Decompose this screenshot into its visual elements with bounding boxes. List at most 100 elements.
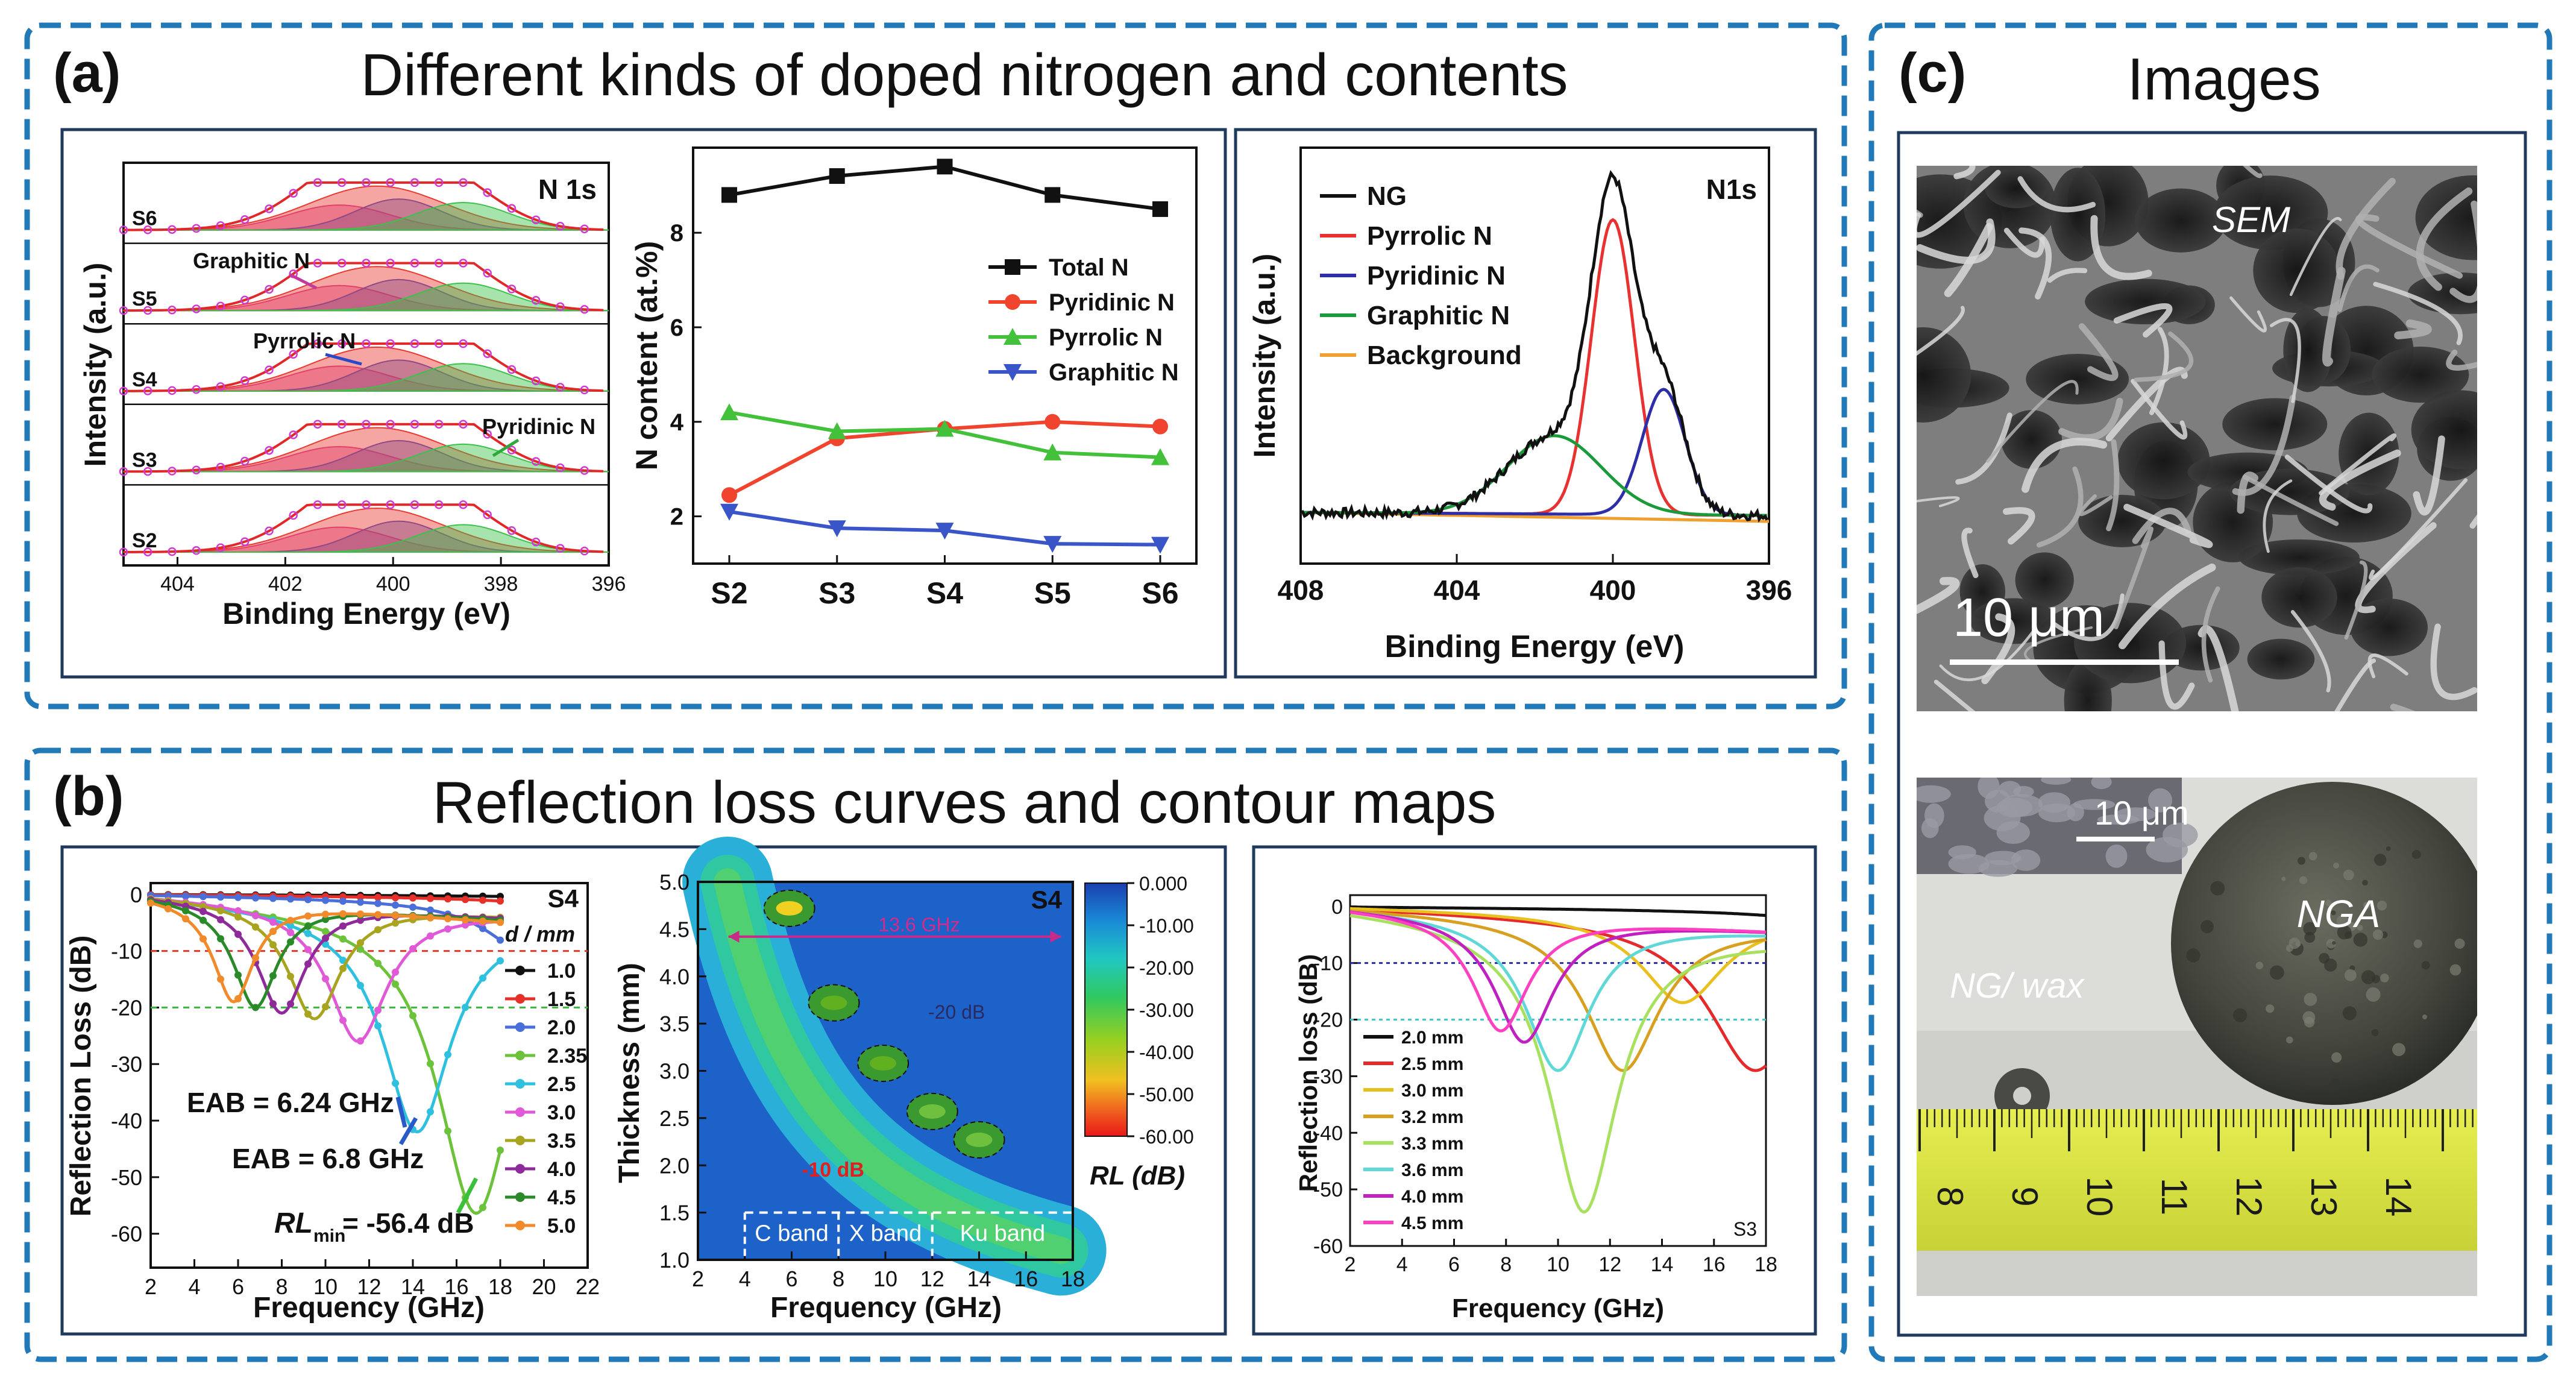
pellet-grain bbox=[2201, 920, 2214, 934]
contour-fill bbox=[682, 837, 1107, 1296]
xps-arrow-pyrrolic bbox=[325, 353, 362, 366]
xps-title: N 1s bbox=[538, 174, 597, 205]
sem-fiber bbox=[2369, 478, 2468, 580]
n1s-x-tick-label: 400 bbox=[1590, 574, 1636, 606]
sem-fiber bbox=[2003, 227, 2045, 258]
sem-fiber bbox=[1986, 380, 2079, 463]
xps-x-ticks: 404 402 400 398 396 bbox=[160, 557, 626, 596]
rl4-point bbox=[427, 932, 434, 940]
xps-data-point bbox=[168, 306, 177, 315]
rl4-point bbox=[252, 911, 259, 919]
xps-data-point bbox=[507, 526, 517, 535]
ncont-point bbox=[935, 523, 954, 540]
rl4-point bbox=[322, 940, 329, 948]
rl4-x-tick-label: 18 bbox=[488, 1274, 512, 1299]
rl4-point bbox=[427, 895, 434, 902]
contour-annot-bandwidth: 13.6 GHz bbox=[878, 914, 960, 936]
rl4-point bbox=[269, 928, 277, 936]
colorbar-tick-label: 0.000 bbox=[1139, 873, 1187, 895]
tape-number: 11 bbox=[2154, 1178, 2194, 1215]
rl4-point bbox=[479, 925, 486, 933]
inset-flake bbox=[1948, 854, 1990, 874]
rl4-legend-label: 4.5 bbox=[547, 1186, 576, 1209]
xps-data-point bbox=[580, 466, 589, 475]
ncont-point bbox=[720, 403, 738, 421]
rl3-y-tick-label: -30 bbox=[1313, 1065, 1343, 1088]
xps-data-point bbox=[168, 547, 177, 556]
pellet-grain bbox=[2255, 961, 2264, 969]
xps-data-point bbox=[192, 224, 201, 233]
pellet-grain bbox=[2342, 1006, 2357, 1021]
rl4-legend-marker bbox=[515, 1051, 525, 1060]
sem-fiber bbox=[2373, 282, 2463, 345]
rl3-ticks: 2 4 6 8 10 12 14 16 18 0 -10 -20 -30 -40 -50 -60 bbox=[1313, 896, 1777, 1276]
xps-data-point bbox=[556, 544, 565, 553]
pellet-grain bbox=[2361, 970, 2376, 984]
xps-annot-graphitic: Graphitic N bbox=[193, 248, 310, 273]
sem-pore bbox=[2238, 539, 2360, 576]
tape-number: 10 bbox=[2079, 1177, 2120, 1217]
sem-pore bbox=[2372, 346, 2469, 403]
rl4-series bbox=[147, 891, 504, 1215]
rl4-legend-marker bbox=[515, 1192, 525, 1202]
frame-a-right bbox=[1234, 128, 1817, 679]
n1s-y-label: Intensity (a.u.) bbox=[1248, 254, 1281, 458]
inset-flake bbox=[2041, 778, 2072, 785]
rl4-point bbox=[304, 946, 312, 954]
ncont-point bbox=[1151, 448, 1169, 465]
xps-x-tick-label: 398 bbox=[484, 573, 518, 596]
ncont-point bbox=[828, 422, 846, 439]
inset-flake bbox=[2091, 778, 2112, 790]
sem-fiber bbox=[2047, 268, 2088, 283]
xps-sample-label: S4 bbox=[132, 368, 157, 391]
sem-fiber bbox=[1955, 412, 2012, 485]
contour-hotspot-core bbox=[820, 995, 847, 1010]
rl4-point bbox=[427, 1060, 434, 1068]
rl4-point bbox=[409, 894, 416, 902]
rl4-point bbox=[374, 899, 382, 907]
pellet-grain bbox=[2325, 899, 2332, 907]
inset-flake bbox=[2097, 814, 2140, 825]
rl-s3-chart: 2 4 6 8 10 12 14 16 18 0 -10 -20 -30 -40 -50 -60 2.0 mm… bbox=[1294, 894, 1777, 1323]
rl4-point bbox=[287, 917, 294, 924]
rl3-x-label: Frequency (GHz) bbox=[1452, 1294, 1664, 1323]
pellet-grain bbox=[2331, 910, 2336, 916]
n1s-ticks: 408 404 400 396 bbox=[1278, 554, 1792, 606]
rl4-point bbox=[252, 1004, 259, 1011]
xps-data-point bbox=[337, 178, 347, 187]
sem-pore bbox=[2135, 188, 2227, 253]
contour-hotspot-core bbox=[966, 1132, 993, 1147]
pellet-grain bbox=[2332, 941, 2336, 945]
ncont-legend-marker bbox=[1005, 259, 1020, 275]
ncont-y-tick-label: 2 bbox=[670, 504, 683, 530]
rl3-x-tick-label: 18 bbox=[1755, 1253, 1777, 1276]
contour-band-label: Ku band bbox=[960, 1221, 1046, 1247]
contour-x-tick-label: 12 bbox=[920, 1266, 944, 1291]
n1s-x-tick-label: 408 bbox=[1278, 574, 1324, 606]
sem-fiber bbox=[2337, 264, 2380, 312]
sem-fiber bbox=[2322, 266, 2346, 366]
sem-fiber bbox=[1939, 628, 2037, 682]
pellet-grain bbox=[2366, 987, 2381, 1002]
rl4-point bbox=[357, 898, 364, 906]
xps-data-point bbox=[459, 178, 468, 187]
pellet-grain bbox=[2344, 931, 2352, 939]
colorbar-tick-label: -40.00 bbox=[1139, 1042, 1194, 1063]
rl3-curve-3.6 mm bbox=[1349, 910, 1767, 1072]
ncont-series bbox=[720, 159, 1169, 554]
rl4-rl: RL bbox=[274, 1207, 313, 1239]
rl4-point bbox=[269, 918, 277, 926]
pellet-grain bbox=[2299, 876, 2308, 884]
sem-pore bbox=[2085, 278, 2206, 325]
contour-s4-chart: 2 4 6 8 10 12 14 16 18 1.0 1.5 2.0 2.5 3.0 3.5 4.0 4.5 5.… bbox=[614, 837, 1194, 1324]
contour-annot-20db: -20 dB bbox=[928, 1001, 985, 1023]
n1s-fit-chart: 408 404 400 396 NG Pyrrolic N Pyridinic N Grap… bbox=[1248, 146, 1792, 664]
rl3-x-tick-label: 14 bbox=[1651, 1253, 1674, 1276]
sem-pore bbox=[2411, 390, 2477, 470]
sem-pore bbox=[2247, 638, 2315, 680]
xps-data-point bbox=[386, 259, 395, 268]
xps-data-point bbox=[531, 537, 541, 547]
sem-fiber bbox=[2018, 227, 2052, 300]
rl4-legend-label: 1.0 bbox=[547, 960, 576, 983]
pellet-grain bbox=[2372, 929, 2384, 940]
